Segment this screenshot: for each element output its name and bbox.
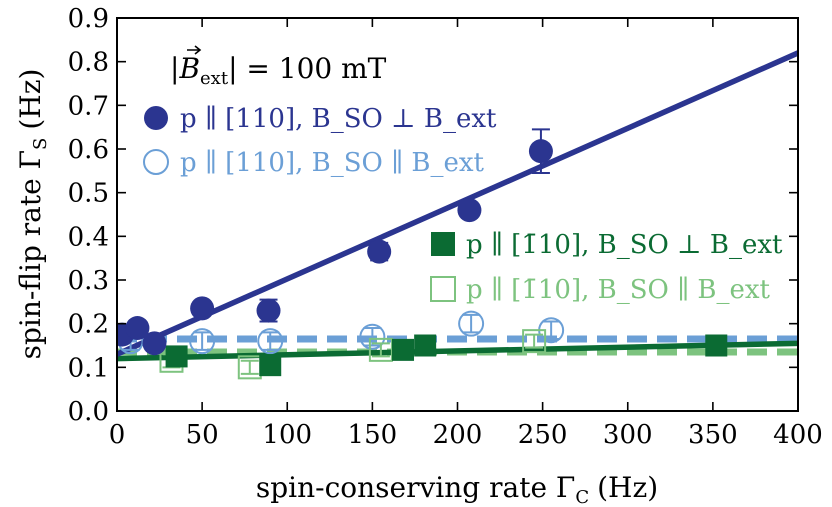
data-point-s1 <box>528 139 553 164</box>
fit-line-3 <box>117 340 798 362</box>
data-point-s1 <box>125 316 150 341</box>
y-axis-label-sub: S <box>30 138 51 150</box>
legend-label-2: p ∥ [110], B_SO ∥ B_ext <box>180 148 485 178</box>
data-point-s2 <box>257 328 284 355</box>
data-point-s3 <box>392 338 415 361</box>
y-tick-label: 0.9 <box>68 4 109 34</box>
x-axis-ticks: 0 50 100 150 200 250 300 350 400 <box>109 18 823 450</box>
x-tick-label: 250 <box>518 420 568 450</box>
x-tick-label: 100 <box>262 420 312 450</box>
x-tick-label: 50 <box>186 420 219 450</box>
data-point-s1 <box>367 239 392 264</box>
data-point-s2 <box>458 310 485 337</box>
y-tick-label: 0.0 <box>68 397 109 427</box>
y-axis-label: spin-flip rate ΓS(Hz) <box>14 69 51 360</box>
legend-marker-4 <box>430 276 456 302</box>
data-point-s4 <box>522 329 547 354</box>
x-axis-label-sub: C <box>575 487 589 507</box>
x-tick-label: 0 <box>109 420 126 450</box>
data-point-s1 <box>142 331 167 356</box>
x-tick-label: 400 <box>773 420 823 450</box>
data-point-s4 <box>368 337 393 362</box>
y-tick-label: 0.8 <box>68 48 109 78</box>
legend-marker-2 <box>143 149 169 175</box>
x-tick-label: 150 <box>348 420 398 450</box>
data-point-s3 <box>259 354 282 377</box>
legend-marker-1 <box>144 106 168 130</box>
y-tick-label: 0.1 <box>68 353 109 383</box>
y-tick-label: 0.2 <box>68 310 109 340</box>
data-point-s1 <box>256 298 281 323</box>
data-point-s3 <box>165 345 188 368</box>
data-point-s1 <box>457 198 482 223</box>
y-tick-label: 0.7 <box>68 91 109 121</box>
data-point-s3 <box>705 334 728 357</box>
field-annotation: |Bext| = 100 mT <box>170 52 387 89</box>
y-tick-label: 0.5 <box>68 179 109 209</box>
x-tick-label: 300 <box>603 420 653 450</box>
legend-label-1: p ∥ [110], B_SO ⊥ B_ext <box>180 104 497 134</box>
data-point-s2 <box>189 328 216 355</box>
data-point-s2 <box>359 323 386 350</box>
legend-marker-3 <box>431 232 455 256</box>
y-tick-label: 0.6 <box>68 135 109 165</box>
data-point-s3 <box>414 334 437 357</box>
data-point-s1 <box>190 296 215 321</box>
fit-line-1 <box>117 50 798 357</box>
x-tick-label: 200 <box>433 420 483 450</box>
field-annotation-vector-arrow <box>187 45 202 55</box>
legend-label-3: p ∥ [1̄10], B_SO ⊥ B_ext <box>466 230 783 260</box>
x-tick-label: 350 <box>688 420 738 450</box>
legend-label-4: p ∥ [1̄10], B_SO ∥ B_ext <box>466 275 771 305</box>
y-tick-label: 0.3 <box>68 266 109 296</box>
fit-lines <box>117 50 798 362</box>
y-axis-ticks: 0.0 0.1 0.2 0.3 0.4 0.5 0.6 0.7 0.8 0.9 <box>68 4 798 427</box>
y-tick-label: 0.4 <box>68 222 109 252</box>
x-axis-label: spin-conserving rate ΓC (Hz) <box>256 471 658 507</box>
data-points <box>117 128 728 380</box>
